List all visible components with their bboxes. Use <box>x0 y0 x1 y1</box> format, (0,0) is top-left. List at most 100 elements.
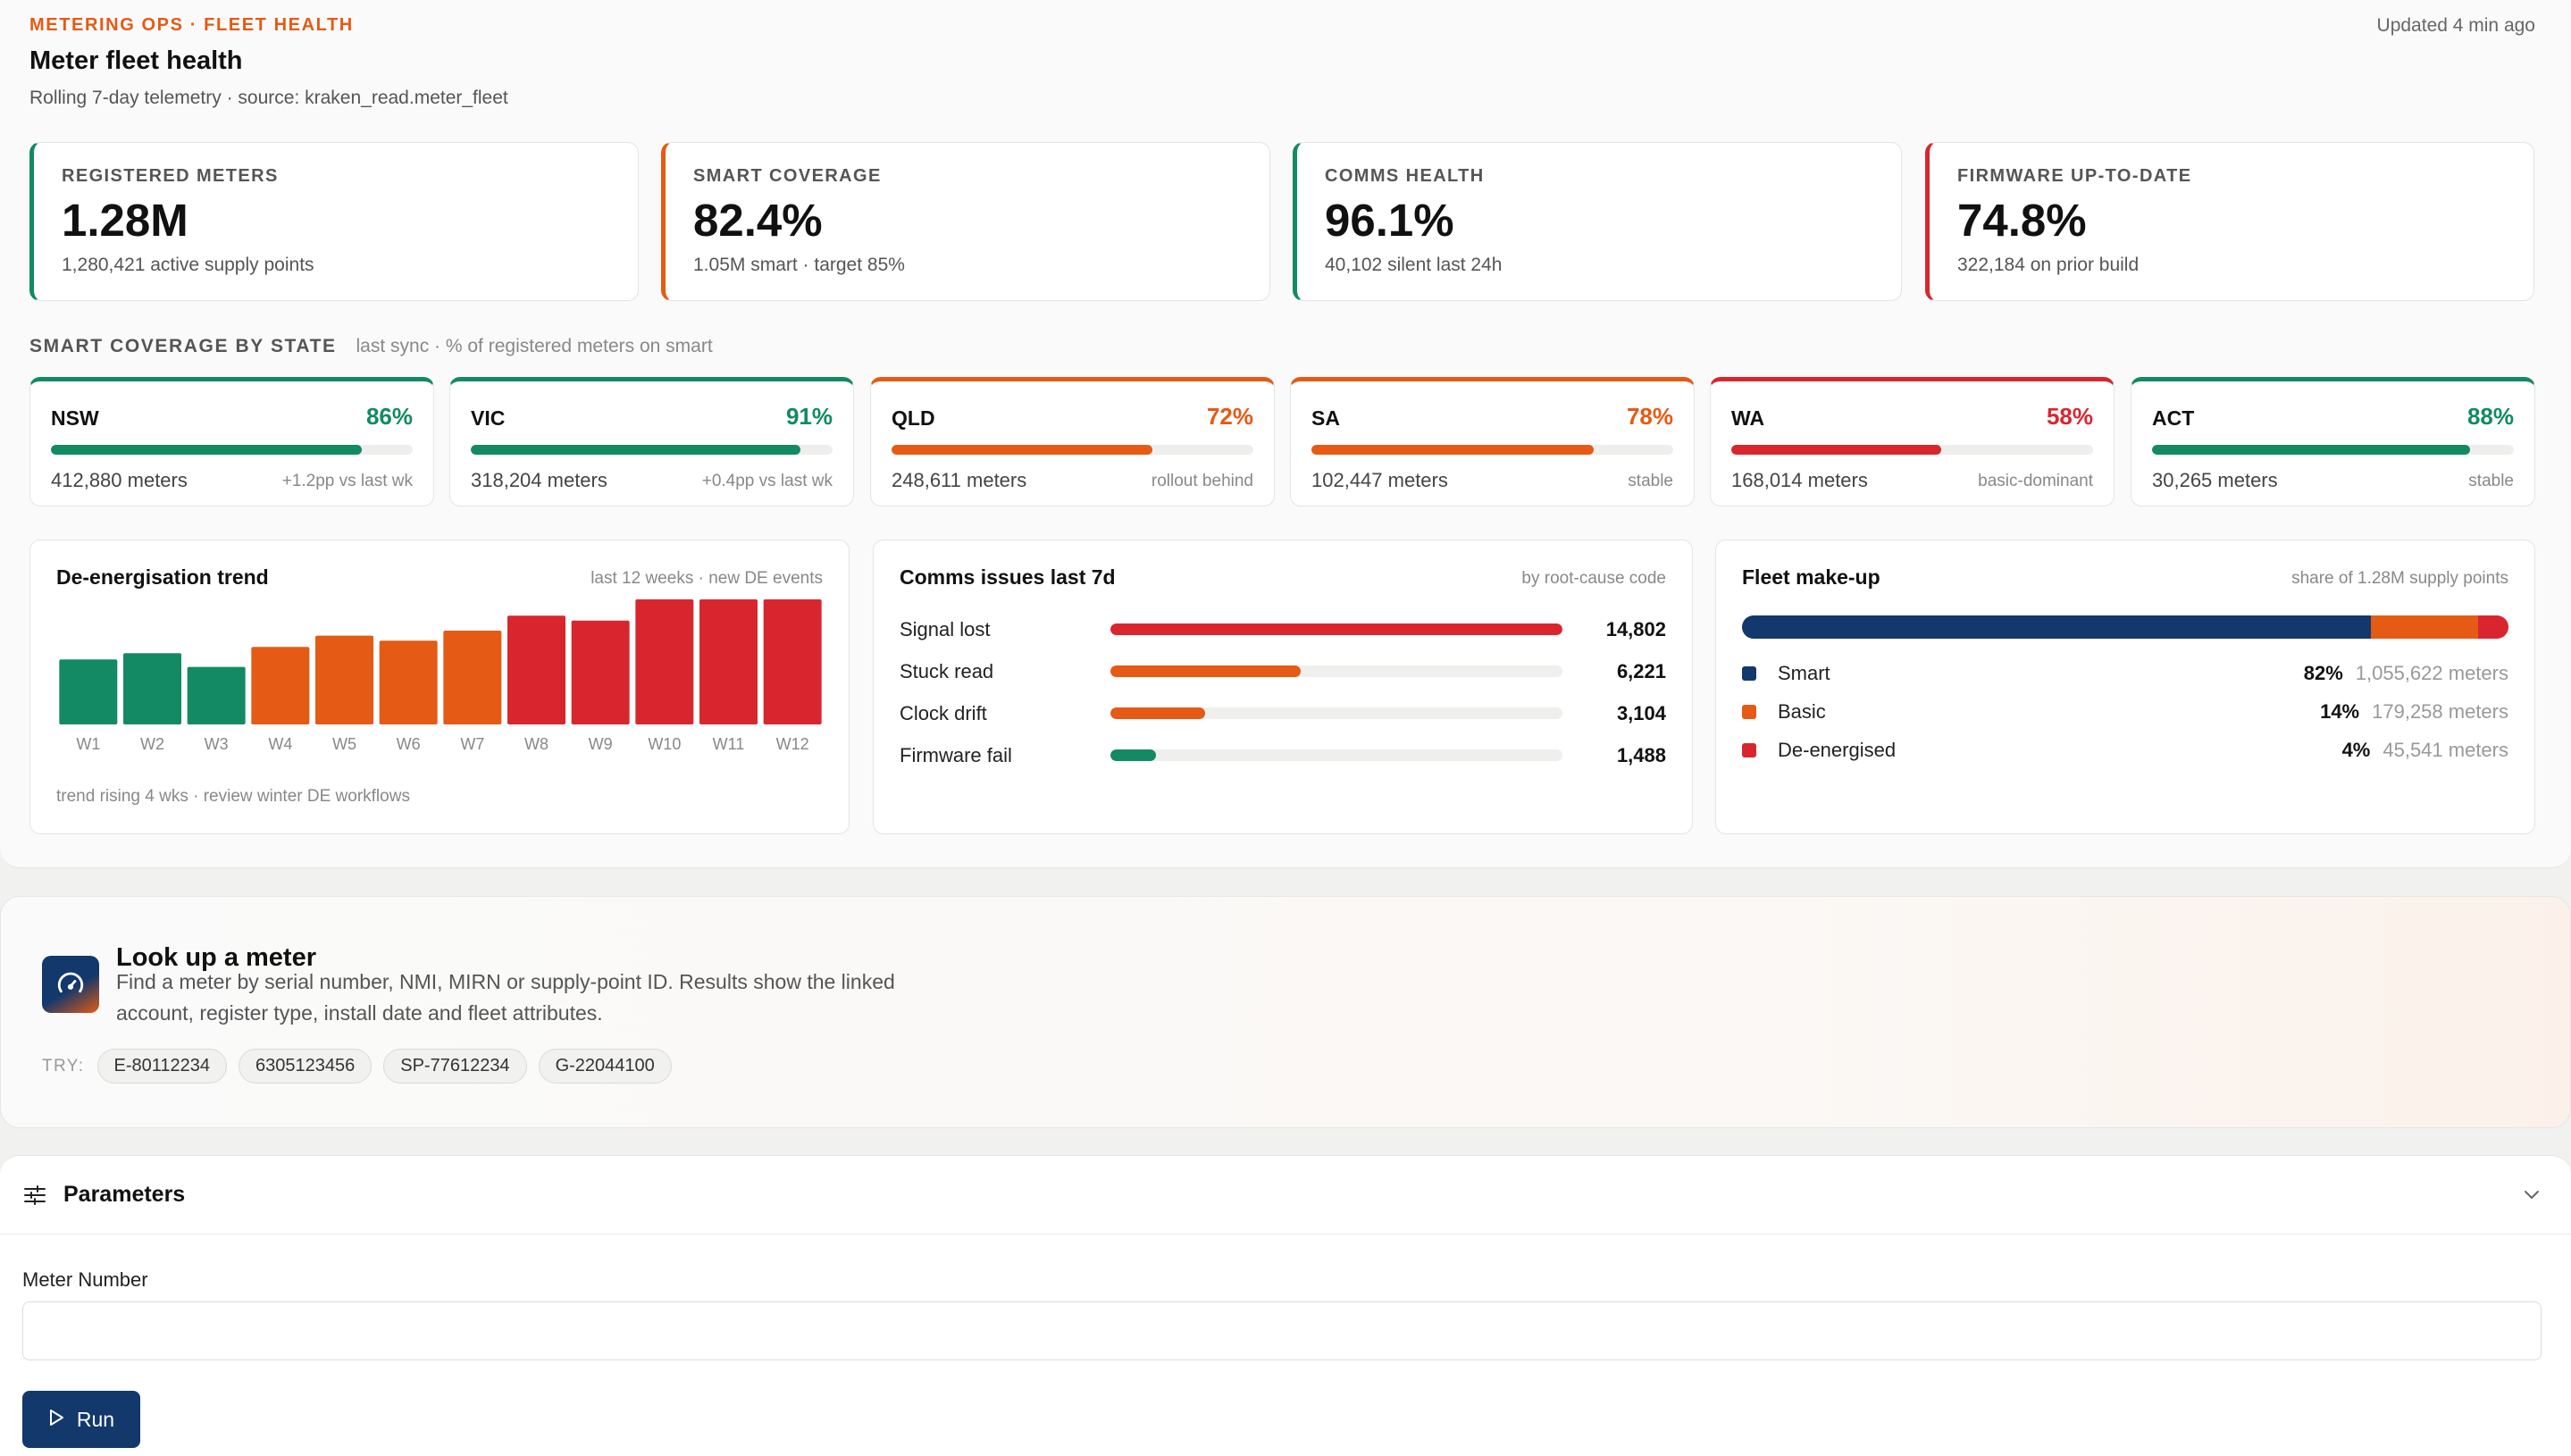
makeup-pct: 82% <box>2303 662 2343 684</box>
trend-bar <box>379 640 438 724</box>
try-label: TRY: <box>42 1056 85 1075</box>
state-delta: stable <box>2468 472 2514 490</box>
coverage-bar <box>892 445 1253 455</box>
state-card-act: ACT 88% 30,265 meters stable <box>2131 377 2535 506</box>
coverage-bar-fill <box>51 445 363 455</box>
coverage-bar-fill <box>471 445 800 455</box>
state-card-vic: VIC 91% 318,204 meters +0.4pp vs last wk <box>449 377 854 506</box>
chevron-down-icon[interactable] <box>2523 1188 2541 1205</box>
state-delta: +0.4pp vs last wk <box>701 472 833 490</box>
trend-bar-chart: W1 W2 W3 W4 W5 W6 W7 W8 W9 W10 W11 W12 <box>59 599 822 753</box>
trend-bar <box>443 631 502 724</box>
makeup-segment-de-energised <box>2477 615 2508 639</box>
legend-swatch <box>1742 705 1756 719</box>
trend-tick-label: W12 <box>776 735 809 753</box>
state-coverage-pct: 78% <box>1626 403 1673 430</box>
trend-bar <box>763 599 822 724</box>
kpi-value: 82.4% <box>693 195 823 246</box>
try-examples: TRY: E-80112234 6305123456 SP-77612234 G… <box>42 1049 683 1084</box>
meter-number-input[interactable] <box>22 1301 2542 1360</box>
trend-bar <box>507 615 565 724</box>
state-coverage-pct: 91% <box>785 403 833 430</box>
trend-bar <box>251 647 310 724</box>
trend-bar <box>59 659 118 724</box>
coverage-bar <box>1311 445 1673 455</box>
comms-title: Comms issues last 7d <box>900 565 1116 589</box>
kpi-note: 1.05M smart · target 85% <box>693 255 905 276</box>
trend-tick-label: W6 <box>397 735 421 753</box>
state-name: VIC <box>471 406 506 430</box>
trend-tick-label: W9 <box>589 735 613 753</box>
coverage-bar-fill <box>1731 445 1941 455</box>
issue-count: 1,488 <box>1616 744 1666 766</box>
trend-bar <box>699 599 758 724</box>
kpi-card-smart-coverage: SMART COVERAGE 82.4% 1.05M smart · targe… <box>661 142 1270 301</box>
makeup-meta: share of 1.28M supply points <box>2291 569 2508 588</box>
issue-row-clock-drift: Clock drift 3,104 <box>900 699 1666 725</box>
eyebrow: METERING OPS · FLEET HEALTH <box>29 15 354 35</box>
issue-label: Stuck read <box>900 660 994 682</box>
example-chip[interactable]: 6305123456 <box>239 1049 373 1084</box>
state-name: QLD <box>892 406 935 430</box>
makeup-row-smart: Smart 82% 1,055,622 meters <box>1742 658 2508 685</box>
makeup-row-basic: Basic 14% 179,258 meters <box>1742 697 2508 724</box>
makeup-count: 1,055,622 meters <box>2355 662 2508 684</box>
trend-note: trend rising 4 wks · review winter DE wo… <box>56 787 410 806</box>
issue-count: 14,802 <box>1605 618 1666 640</box>
trend-title: De-energisation trend <box>56 565 269 589</box>
kpi-label: COMMS HEALTH <box>1325 166 1485 186</box>
makeup-pct: 4% <box>2341 739 2371 761</box>
makeup-pct: 14% <box>2320 700 2360 723</box>
state-meter-count: 168,014 meters <box>1731 469 1868 491</box>
state-meter-count: 102,447 meters <box>1311 469 1448 491</box>
trend-bar <box>571 620 630 724</box>
comms-issues-card: Comms issues last 7d by root-cause code … <box>873 540 1693 834</box>
example-chip[interactable]: G-22044100 <box>538 1049 672 1084</box>
trend-tick-label: W11 <box>713 735 745 753</box>
updated-timestamp: Updated 4 min ago <box>2376 15 2535 36</box>
state-coverage-pct: 86% <box>365 403 413 430</box>
issue-bar <box>1110 623 1562 635</box>
meter-number-label: Meter Number <box>22 1268 148 1291</box>
issue-label: Signal lost <box>900 618 991 640</box>
makeup-count: 179,258 meters <box>2372 700 2508 723</box>
parameters-title: Parameters <box>63 1182 186 1207</box>
run-label: Run <box>76 1407 115 1431</box>
kpi-note: 1,280,421 active supply points <box>62 255 314 276</box>
parameters-header[interactable]: Parameters <box>0 1156 2571 1234</box>
sliders-icon <box>23 1184 46 1210</box>
state-card-nsw: NSW 86% 412,880 meters +1.2pp vs last wk <box>29 377 434 506</box>
state-card-wa: WA 58% 168,014 meters basic-dominant <box>1710 377 2115 506</box>
state-coverage-pct: 58% <box>2046 403 2093 430</box>
issue-bar <box>1110 707 1562 719</box>
issue-label: Clock drift <box>900 702 987 724</box>
trend-meta: last 12 weeks · new DE events <box>590 569 823 588</box>
state-delta: +1.2pp vs last wk <box>281 472 413 490</box>
fleet-health-panel: METERING OPS · FLEET HEALTH Meter fleet … <box>0 15 2571 868</box>
example-chip[interactable]: SP-77612234 <box>383 1049 527 1084</box>
issue-row-firmware-fail: Firmware fail 1,488 <box>900 741 1666 767</box>
issue-count: 3,104 <box>1616 702 1666 724</box>
trend-tick-label: W4 <box>268 735 292 753</box>
fleet-makeup-card: Fleet make-up share of 1.28M supply poin… <box>1715 540 2535 834</box>
state-card-qld: QLD 72% 248,611 meters rollout behind <box>870 377 1275 506</box>
coverage-bar <box>1731 445 2093 455</box>
kpi-card-firmware: FIRMWARE UP-TO-DATE 74.8% 322,184 on pri… <box>1925 142 2534 301</box>
run-button[interactable]: Run <box>22 1391 140 1448</box>
makeup-stacked-bar <box>1742 615 2508 639</box>
section-meta: last sync · % of registered meters on sm… <box>356 336 713 356</box>
issue-row-stuck-read: Stuck read 6,221 <box>900 657 1666 683</box>
lookup-title: Look up a meter <box>116 943 316 972</box>
coverage-section-heading: SMART COVERAGE BY STATE last sync · % of… <box>29 336 713 357</box>
coverage-bar-fill <box>892 445 1152 455</box>
comms-meta: by root-cause code <box>1521 569 1666 588</box>
example-chip[interactable]: E-80112234 <box>96 1049 227 1084</box>
kpi-note: 322,184 on prior build <box>1957 255 2140 276</box>
trend-tick-label: W1 <box>76 735 100 753</box>
kpi-note: 40,102 silent last 24h <box>1325 255 1503 276</box>
issue-bar-fill <box>1110 665 1301 677</box>
page-subtitle: Rolling 7-day telemetry · source: kraken… <box>29 88 508 108</box>
makeup-label: Smart <box>1778 662 1830 684</box>
legend-swatch <box>1742 666 1756 681</box>
kpi-value: 74.8% <box>1957 195 2087 246</box>
